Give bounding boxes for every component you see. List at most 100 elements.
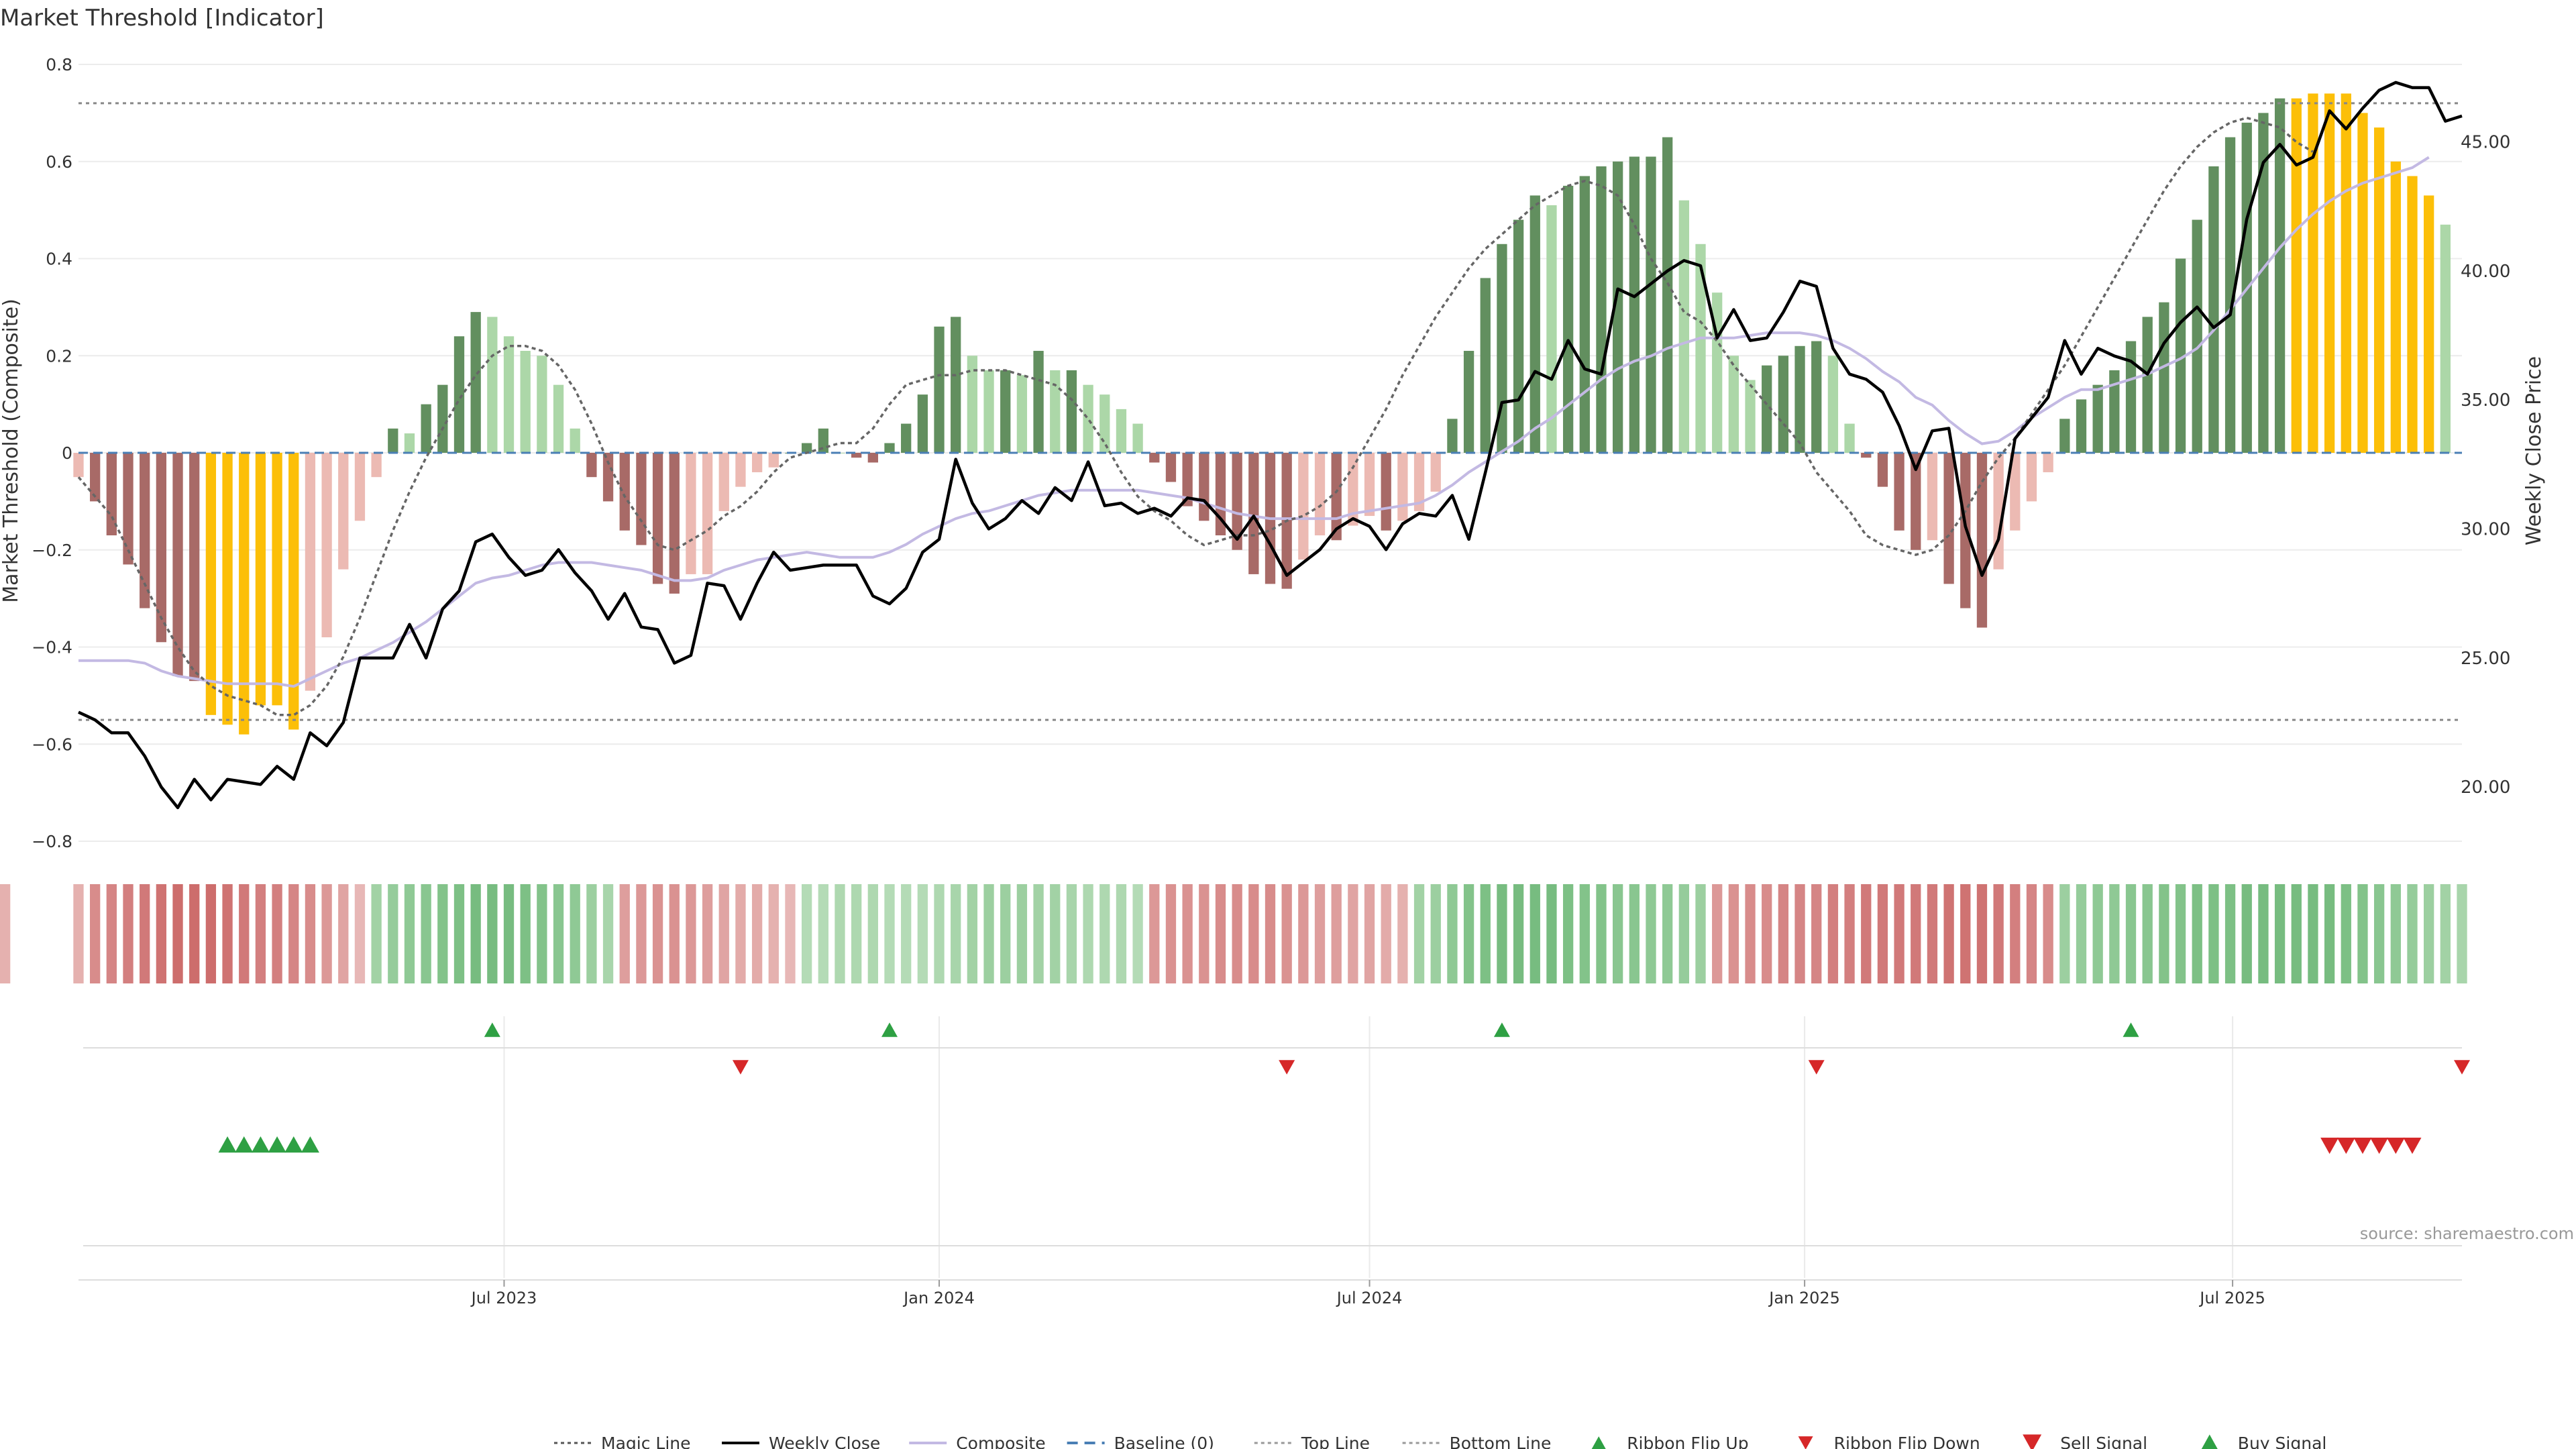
ribbon-cell bbox=[2324, 884, 2335, 983]
ribbon-cell bbox=[586, 884, 597, 983]
composite-bar bbox=[1364, 453, 1375, 517]
ribbon-cell bbox=[2308, 884, 2318, 983]
ribbon-cell bbox=[2159, 884, 2169, 983]
ribbon-cell bbox=[917, 884, 928, 983]
ribbon-cell bbox=[354, 884, 366, 983]
ribbon-cell bbox=[1232, 884, 1242, 983]
ribbon-cell bbox=[1199, 884, 1210, 983]
composite-bar bbox=[1413, 453, 1425, 511]
composite-bar bbox=[2224, 137, 2236, 453]
ribbon-cell bbox=[255, 884, 266, 983]
ribbon-cell bbox=[2010, 884, 2021, 983]
composite-bar bbox=[2258, 113, 2269, 453]
ribbon-cell bbox=[1662, 884, 1673, 983]
sell-signal-marker bbox=[2370, 1137, 2389, 1155]
composite-bar bbox=[702, 453, 713, 574]
composite-bar bbox=[239, 453, 250, 735]
composite-bar bbox=[1844, 423, 1855, 453]
ribbon-cell bbox=[934, 884, 945, 983]
sell-signal-marker bbox=[2403, 1137, 2422, 1155]
ribbon-cell bbox=[288, 884, 299, 983]
sell-signal-marker bbox=[2320, 1137, 2339, 1155]
ribbon-cell bbox=[1248, 884, 1259, 983]
ribbon-cell bbox=[1529, 884, 1540, 983]
sell-signal-marker bbox=[2337, 1137, 2355, 1155]
ribbon-cell bbox=[123, 884, 133, 983]
composite-bar bbox=[2109, 370, 2120, 453]
y2-tick-label: 40.00 bbox=[2461, 262, 2510, 282]
y-tick-label: 0.4 bbox=[46, 250, 72, 269]
ribbon-cell bbox=[835, 884, 845, 983]
ribbon-cell bbox=[751, 884, 763, 983]
composite-bar bbox=[951, 317, 961, 453]
composite-bar bbox=[2092, 384, 2103, 453]
ribbon-cell bbox=[1778, 884, 1789, 983]
buy-signal-marker bbox=[251, 1136, 270, 1153]
ribbon-cell bbox=[983, 884, 994, 983]
ribbon-cell bbox=[1165, 884, 1177, 983]
y-tick-label: 0.2 bbox=[46, 346, 72, 366]
ribbon-cell bbox=[867, 884, 878, 983]
composite-bar bbox=[669, 453, 680, 594]
ribbon-cell bbox=[1480, 884, 1491, 983]
ribbon-flip-up-marker bbox=[484, 1022, 500, 1037]
ribbon-cell bbox=[2457, 884, 2467, 983]
buy-signal-marker bbox=[235, 1136, 254, 1153]
ribbon-cell bbox=[2076, 884, 2087, 983]
ribbon-cell bbox=[2424, 884, 2434, 983]
ribbon-cell bbox=[222, 884, 233, 983]
ribbon-cell bbox=[1911, 884, 1921, 983]
composite-bar bbox=[917, 394, 928, 453]
composite-bar bbox=[735, 453, 746, 487]
ribbon-cell bbox=[2109, 884, 2120, 983]
composite-bar bbox=[1033, 351, 1044, 453]
ribbon-cell bbox=[1695, 884, 1706, 983]
ribbon-cell bbox=[1099, 884, 1110, 983]
ribbon-cell bbox=[156, 884, 167, 983]
ribbon-cell bbox=[553, 884, 564, 983]
composite-bar bbox=[2159, 302, 2169, 453]
ribbon-cell bbox=[1678, 884, 1689, 983]
composite-bar bbox=[1083, 384, 1093, 453]
legend: Magic Line Weekly Close Composite Baseline … bbox=[554, 1434, 2326, 1449]
y-tick-label: 0.6 bbox=[46, 152, 72, 172]
composite-bar bbox=[1811, 341, 1822, 453]
composite-bar bbox=[388, 428, 398, 453]
composite-bar bbox=[718, 453, 729, 511]
composite-bar bbox=[1778, 356, 1789, 453]
y2-tick-label: 45.00 bbox=[2461, 132, 2510, 152]
legend-item: Sell Signal bbox=[2023, 1434, 2147, 1449]
composite-bar bbox=[652, 453, 663, 584]
legend-item: Top Line bbox=[1254, 1434, 1370, 1449]
composite-bar bbox=[1562, 185, 1574, 453]
composite-bar bbox=[140, 453, 150, 608]
ribbon-cell bbox=[1331, 884, 1342, 983]
source-note: source: sharemaestro.com bbox=[2360, 1224, 2574, 1243]
composite-bar bbox=[2192, 219, 2202, 453]
composite-bar bbox=[1861, 453, 1872, 458]
ribbon-cell bbox=[967, 884, 978, 983]
buy-signal-marker bbox=[284, 1136, 303, 1153]
ribbon-cell bbox=[1629, 884, 1640, 983]
composite-bar bbox=[537, 356, 547, 453]
y-tick-label: 0.8 bbox=[46, 55, 72, 74]
ribbon-cell bbox=[1430, 884, 1441, 983]
composite-bar bbox=[967, 356, 978, 453]
composite-bar bbox=[2390, 161, 2401, 453]
ribbon-cell bbox=[1728, 884, 1739, 983]
ribbon-cell bbox=[503, 884, 515, 983]
ribbon-strip bbox=[0, 884, 2467, 983]
ribbon-cell bbox=[537, 884, 547, 983]
composite-bar bbox=[619, 453, 630, 531]
composite-bar bbox=[1927, 453, 1938, 541]
composite-bar bbox=[205, 453, 217, 715]
ribbon-cell bbox=[1497, 884, 1507, 983]
legend-label: Baseline (0) bbox=[1114, 1434, 1214, 1449]
composite-bar bbox=[156, 453, 167, 643]
y2-axis-label: Weekly Close Price bbox=[2522, 356, 2546, 545]
composite-bar bbox=[354, 453, 366, 521]
ribbon-cell bbox=[239, 884, 250, 983]
composite-bar bbox=[686, 453, 696, 574]
composite-bar bbox=[2274, 98, 2286, 453]
ribbon-cell bbox=[1298, 884, 1309, 983]
